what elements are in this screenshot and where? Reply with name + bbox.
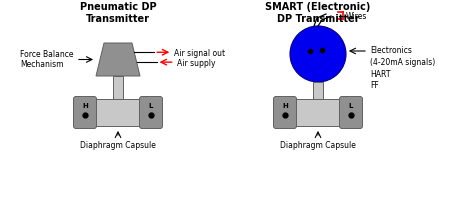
Text: Wires: Wires bbox=[346, 12, 367, 21]
FancyBboxPatch shape bbox=[273, 97, 297, 129]
Text: Air supply: Air supply bbox=[177, 58, 215, 67]
Text: Pneumatic DP
Transmitter: Pneumatic DP Transmitter bbox=[80, 2, 156, 23]
Text: L: L bbox=[149, 103, 153, 109]
Polygon shape bbox=[96, 44, 140, 77]
Polygon shape bbox=[292, 99, 344, 126]
Text: Air signal out: Air signal out bbox=[174, 48, 225, 57]
FancyBboxPatch shape bbox=[73, 97, 97, 129]
Text: Force Balance
Mechanism: Force Balance Mechanism bbox=[20, 50, 74, 69]
Text: SMART (Electronic)
DP Transmitter: SMART (Electronic) DP Transmitter bbox=[265, 2, 371, 23]
Polygon shape bbox=[313, 83, 323, 99]
Text: L: L bbox=[349, 103, 353, 109]
Polygon shape bbox=[92, 99, 144, 126]
Text: Diaphragm Capsule: Diaphragm Capsule bbox=[280, 140, 356, 149]
Circle shape bbox=[290, 27, 346, 83]
FancyBboxPatch shape bbox=[139, 97, 163, 129]
FancyBboxPatch shape bbox=[339, 97, 363, 129]
Text: H: H bbox=[82, 103, 88, 109]
Text: H: H bbox=[282, 103, 288, 109]
Polygon shape bbox=[113, 77, 123, 99]
Text: Diaphragm Capsule: Diaphragm Capsule bbox=[80, 140, 156, 149]
Text: Electronics
(4-20mA signals)
HART
FF: Electronics (4-20mA signals) HART FF bbox=[370, 46, 435, 90]
